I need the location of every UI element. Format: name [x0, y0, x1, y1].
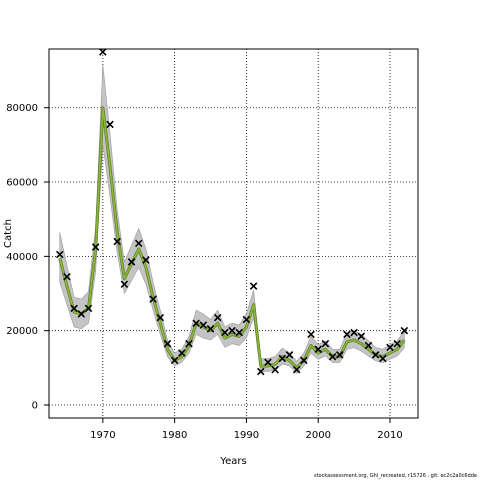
footer-credit: stockassessment.org, Ghl_recreated, r157…: [313, 473, 477, 479]
observed-point: [206, 325, 215, 333]
observed-point: [285, 351, 294, 359]
observed-point: [156, 313, 165, 322]
observed-point: [127, 258, 136, 266]
x-axis: 1970 1980 1990 2000 2010: [90, 418, 403, 441]
observed-point: [221, 328, 229, 337]
y-axis-title: Catch: [3, 219, 14, 248]
observed-point: [264, 358, 272, 367]
observed-point: [350, 328, 358, 337]
observed-point: [343, 330, 351, 339]
observed-markers: [56, 48, 409, 376]
observed-point: [386, 343, 394, 352]
observed-point: [379, 354, 387, 363]
observed-point: [371, 351, 380, 359]
x-tick-label: 1970: [90, 430, 115, 441]
observed-point: [249, 282, 258, 290]
observed-point: [63, 273, 71, 281]
y-axis: 0 20000 40000 60000 80000: [6, 103, 49, 411]
observed-point: [106, 120, 114, 129]
observed-point: [91, 243, 100, 251]
observed-point: [99, 48, 107, 56]
observed-point: [84, 304, 93, 313]
observed-point: [257, 367, 265, 376]
observed-point: [163, 339, 172, 348]
observed-point: [56, 250, 64, 259]
observed-point: [185, 339, 193, 348]
observed-point: [213, 313, 222, 322]
observed-point: [77, 310, 86, 318]
observed-point: [199, 321, 208, 329]
observed-point: [393, 339, 401, 348]
x-tick-label: 1990: [234, 430, 259, 441]
y-tick-label: 0: [32, 400, 38, 411]
x-axis-title: Years: [219, 456, 246, 467]
observed-point: [228, 326, 236, 335]
plot-frame: [48, 48, 419, 419]
y-tick-label: 80000: [6, 103, 38, 114]
observed-point: [70, 304, 78, 313]
observed-point: [271, 365, 279, 374]
observed-point: [307, 330, 315, 339]
observed-point: [242, 315, 251, 324]
observed-point: [335, 351, 344, 359]
observed-point: [300, 356, 308, 365]
observed-point: [134, 239, 143, 248]
y-tick-label: 20000: [6, 326, 38, 337]
observed-point: [235, 328, 244, 337]
observed-point: [120, 280, 129, 288]
observed-point: [328, 352, 337, 361]
x-tick-label: 2000: [305, 430, 330, 441]
observed-point: [170, 356, 179, 365]
observed-point: [400, 326, 409, 335]
model-estimate-line: [58, 106, 405, 369]
x-tick-label: 1980: [162, 430, 187, 441]
observed-point: [192, 319, 200, 328]
observed-point: [314, 345, 322, 354]
observed-point: [178, 349, 186, 357]
observed-point: [292, 365, 301, 374]
x-tick-label: 2010: [377, 430, 402, 441]
y-tick-label: 40000: [6, 252, 38, 263]
observed-point: [321, 339, 330, 348]
observed-point: [149, 295, 157, 303]
observed-point: [357, 332, 366, 341]
confidence-band: [59, 64, 405, 374]
observed-point: [364, 341, 373, 350]
observed-point: [278, 354, 287, 363]
observed-point: [113, 237, 121, 246]
observed-point: [142, 256, 150, 264]
y-tick-label: 60000: [6, 178, 38, 189]
